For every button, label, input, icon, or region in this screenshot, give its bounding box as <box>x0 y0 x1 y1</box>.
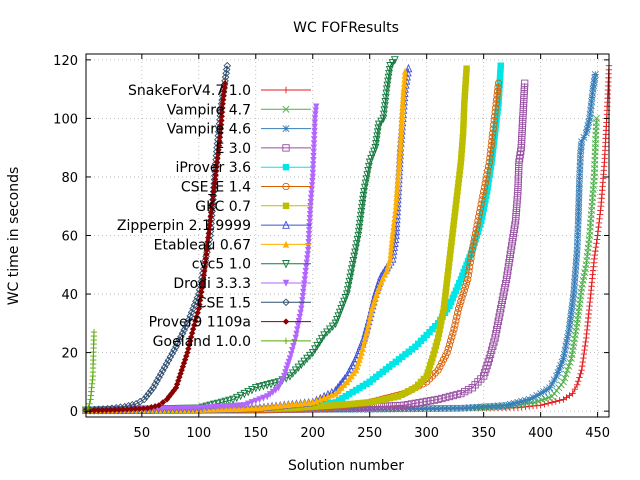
data-point <box>402 68 408 75</box>
legend-label: GKC 0.7 <box>195 199 251 215</box>
data-point <box>86 401 92 407</box>
data-point <box>597 211 603 217</box>
legend-label: Prover9 1109a <box>149 315 251 331</box>
data-point <box>91 329 97 335</box>
legend-label: Goeland 1.0.0 <box>153 334 251 350</box>
data-point <box>591 256 597 262</box>
y-tick-label: 80 <box>61 171 78 186</box>
legend-marker <box>283 318 289 324</box>
data-point <box>592 252 598 258</box>
y-tick-label: 100 <box>53 112 78 127</box>
data-point <box>592 71 598 77</box>
y-tick-label: 20 <box>61 347 78 362</box>
data-point <box>553 398 559 404</box>
legend-label: cvc5 1.0 <box>192 257 251 273</box>
data-point <box>579 363 585 369</box>
series-line <box>86 66 501 411</box>
y-tick-label: 60 <box>61 230 78 245</box>
legend-marker <box>283 87 289 93</box>
data-point <box>594 236 600 242</box>
data-point <box>580 359 586 365</box>
y-axis-label: WC time in seconds <box>6 167 22 306</box>
legend-marker <box>283 125 289 131</box>
legend-marker <box>283 338 289 344</box>
data-point <box>556 385 562 391</box>
series-line <box>86 83 498 410</box>
chart-title: WC FOFResults <box>293 20 399 36</box>
x-tick-label: 150 <box>243 426 268 441</box>
data-point <box>593 244 599 250</box>
data-point <box>558 382 564 388</box>
legend-label: Vampire 4.6 <box>167 122 251 138</box>
data-point <box>575 378 581 384</box>
legend-label: iProver 3.6 <box>176 160 252 176</box>
legend-label: Etableau 0.67 <box>154 237 251 253</box>
x-tick-label: 50 <box>134 426 151 441</box>
data-point <box>580 355 586 361</box>
data-point <box>551 390 557 396</box>
data-point <box>596 216 602 222</box>
data-point <box>595 228 601 234</box>
x-tick-label: 450 <box>585 426 610 441</box>
legend-marker <box>283 203 289 209</box>
series-line <box>86 83 525 410</box>
series-5 <box>83 80 502 413</box>
x-tick-label: 350 <box>471 426 496 441</box>
data-point <box>592 248 598 254</box>
series-line <box>86 69 467 411</box>
series-6 <box>83 65 470 413</box>
legend-label: CSE 1.5 <box>197 295 251 311</box>
x-tick-label: 250 <box>357 426 382 441</box>
data-point <box>582 343 588 349</box>
y-tick-label: 40 <box>61 288 78 303</box>
data-point <box>576 374 582 380</box>
data-point <box>549 399 555 405</box>
data-point <box>596 220 602 226</box>
data-point <box>556 397 562 403</box>
data-point <box>594 232 600 238</box>
x-axis-label: Solution number <box>288 458 404 474</box>
data-point <box>545 400 551 406</box>
data-point <box>577 371 583 377</box>
data-point <box>463 65 469 71</box>
y-tick-label: 0 <box>70 405 78 420</box>
x-tick-label: 200 <box>300 426 325 441</box>
x-tick-label: 100 <box>186 426 211 441</box>
data-point <box>593 240 599 246</box>
data-point <box>553 387 559 393</box>
data-point <box>597 207 603 213</box>
legend-marker <box>283 164 289 170</box>
data-point <box>595 224 601 230</box>
legend-label: E 3.0 <box>215 141 251 157</box>
data-point <box>498 63 504 69</box>
data-point <box>582 339 588 345</box>
chart: WC FOFResults 50 100 150 200 250 300 350 400 450… <box>0 0 640 480</box>
data-point <box>578 367 584 373</box>
y-tick-label: 120 <box>53 54 78 69</box>
legend-label: Zipperpin 2.1.9999 <box>117 218 251 234</box>
legend-label: Drodi 3.3.3 <box>173 276 251 292</box>
x-tick-label: 400 <box>528 426 553 441</box>
legend-label: Vampire 4.7 <box>167 102 251 118</box>
legend-label: CSE_E 1.4 <box>181 180 251 196</box>
legend-label: SnakeForV4.7 1.0 <box>128 83 251 99</box>
x-tick-label: 300 <box>414 426 439 441</box>
series-13 <box>83 329 97 414</box>
data-point <box>581 351 587 357</box>
